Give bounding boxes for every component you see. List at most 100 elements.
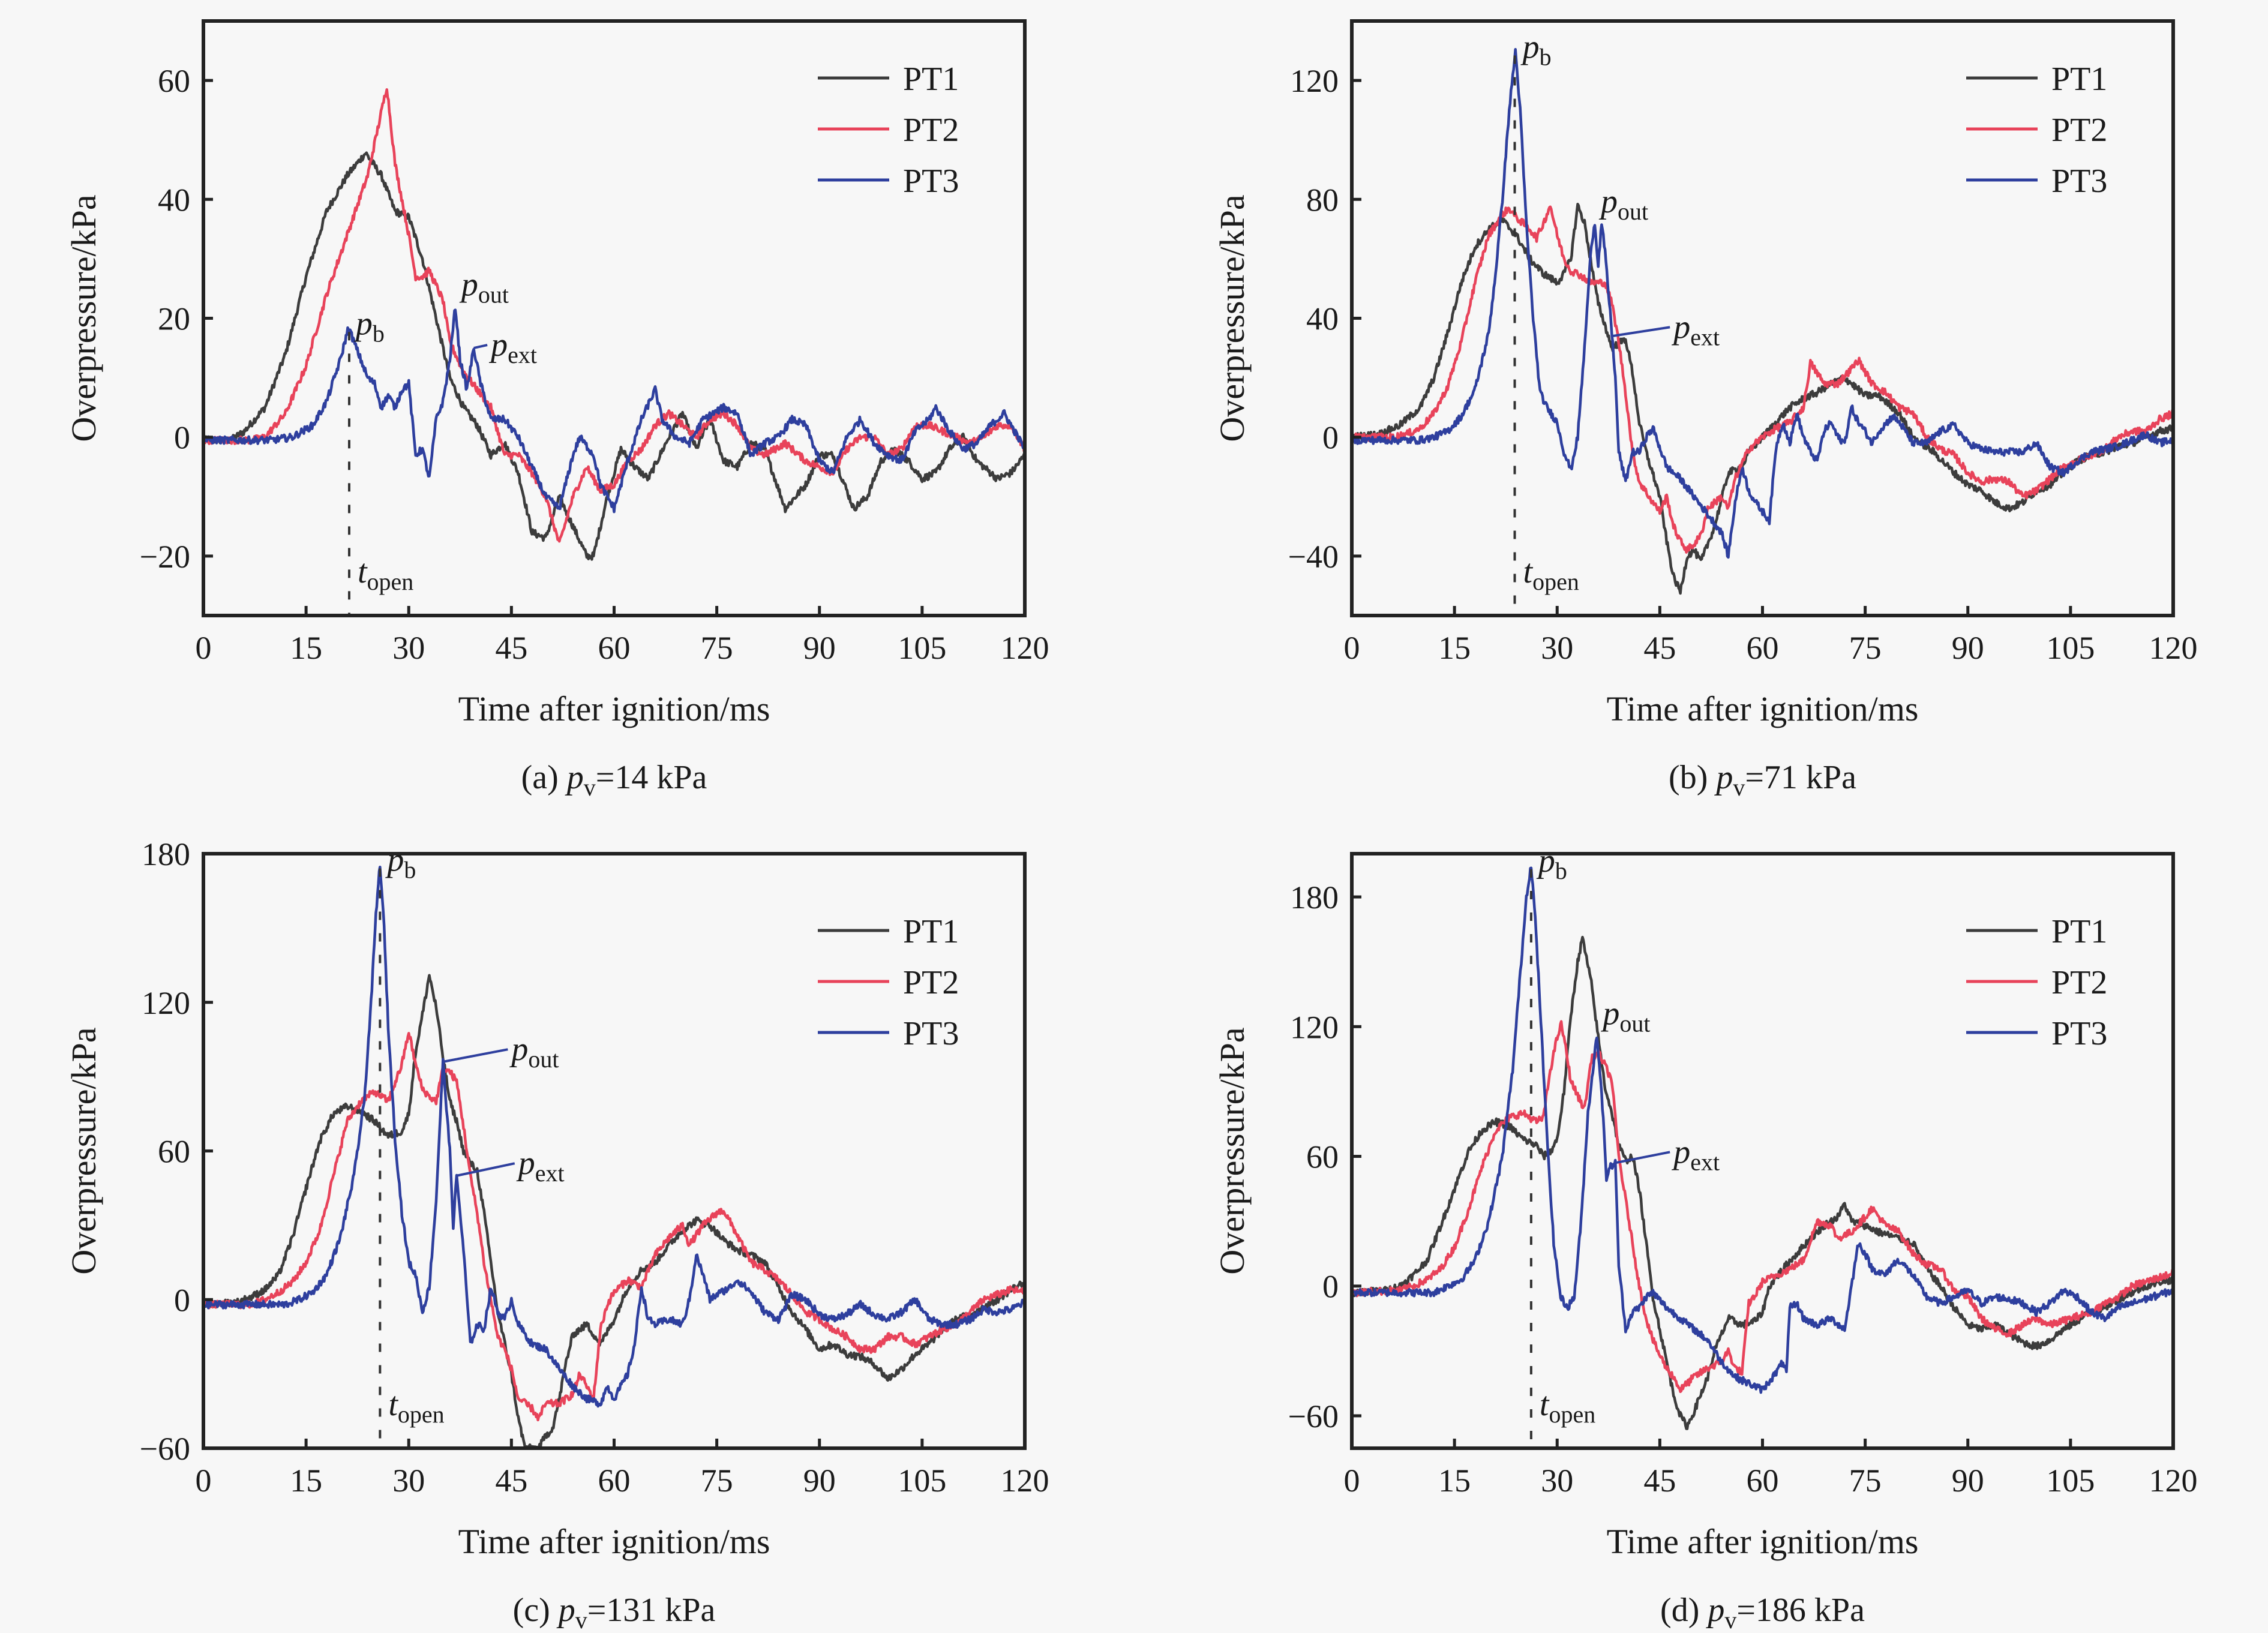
annotation-pout: pout — [509, 1031, 559, 1073]
caption-suffix: =71 kPa — [1745, 759, 1856, 796]
y-tick-label: 180 — [142, 836, 190, 872]
panel-caption: (c) pv=131 kPa — [513, 1592, 716, 1633]
legend-label: PT3 — [903, 1015, 959, 1052]
caption-sub: v — [1724, 1607, 1736, 1633]
annotation-pout-sub: out — [1619, 1010, 1650, 1037]
annotation-pout-sub: out — [478, 281, 509, 308]
x-tick-label: 0 — [1344, 630, 1360, 666]
annotation-pb: pb — [1520, 29, 1552, 71]
y-tick-label: 0 — [1322, 420, 1339, 456]
series-group — [203, 865, 1025, 1448]
y-tick-label: 0 — [1322, 1269, 1339, 1305]
pext-leader-line — [1615, 1151, 1670, 1164]
panel-caption: (b) pv=71 kPa — [1669, 759, 1856, 801]
x-tick-label: 15 — [290, 1463, 322, 1499]
annotation-pext-main: p — [1671, 1133, 1690, 1170]
y-tick-label: −60 — [140, 1431, 190, 1467]
x-tick-label: 120 — [2149, 1463, 2198, 1499]
legend-item-pt1: PT1 — [818, 61, 959, 98]
x-tick-label: 120 — [1001, 1463, 1049, 1499]
annotation-pb-main: p — [353, 305, 373, 342]
y-tick-label: 20 — [158, 301, 190, 337]
x-tick-label: 30 — [1541, 630, 1573, 666]
series-line-pt3 — [1352, 866, 2173, 1394]
legend-label: PT1 — [2051, 61, 2107, 98]
annotation-topen: topen — [1540, 1386, 1595, 1428]
series-group — [1352, 48, 2173, 595]
x-tick-label: 0 — [196, 630, 212, 666]
annotation-pb: pb — [1536, 842, 1567, 884]
annotation-pout: pout — [459, 266, 509, 308]
x-tick-label: 60 — [1747, 630, 1779, 666]
annotation-pb-sub: b — [373, 320, 385, 347]
caption-sub: v — [584, 774, 596, 801]
x-axis-label: Time after ignition/ms — [1607, 689, 1919, 728]
annotation-pout: pout — [1600, 995, 1650, 1037]
axes-frame — [1350, 19, 2175, 617]
annotation-pout: pout — [1598, 183, 1648, 225]
y-axis-label: Overpressure/kPa — [64, 1027, 103, 1274]
x-tick-label: 90 — [1952, 1463, 1984, 1499]
y-tick-label: 60 — [158, 63, 190, 99]
annotation-pext-main: p — [488, 326, 508, 364]
x-tick-label: 75 — [1849, 630, 1882, 666]
x-tick-label: 60 — [1747, 1463, 1779, 1499]
x-axis-label: Time after ignition/ms — [1607, 1522, 1919, 1561]
legend-item-pt1: PT1 — [1966, 913, 2107, 950]
annotation-topen: topen — [388, 1386, 444, 1428]
series-line-pt3 — [203, 308, 1025, 514]
x-tick-label: 30 — [392, 1463, 425, 1499]
series-line-pt3 — [203, 865, 1025, 1408]
pext-leader-line — [1612, 326, 1670, 338]
caption-var: p — [1705, 1592, 1724, 1629]
axes-frame — [202, 19, 1027, 617]
y-tick-label: −20 — [140, 539, 190, 575]
annotation-pext: pext — [1671, 308, 1720, 350]
annotation-pout-sub: out — [528, 1046, 559, 1073]
y-tick-label: 180 — [1290, 879, 1339, 915]
x-tick-label: 105 — [2046, 630, 2095, 666]
caption-suffix: =131 kPa — [587, 1592, 716, 1629]
series-group — [203, 88, 1025, 561]
caption-prefix: (c) — [513, 1592, 559, 1629]
legend-item-pt2: PT2 — [818, 964, 959, 1001]
x-tick-label: 15 — [290, 630, 322, 666]
x-tick-label: 120 — [1001, 630, 1049, 666]
legend-label: PT2 — [2051, 112, 2107, 149]
legend-label: PT3 — [2051, 1015, 2107, 1052]
annotation-topen: topen — [358, 553, 413, 595]
x-tick-label: 0 — [196, 1463, 212, 1499]
legend-item-pt1: PT1 — [818, 913, 959, 950]
annotation-pext-sub: ext — [508, 341, 537, 368]
series-line-pt1 — [203, 151, 1025, 561]
legend-label: PT2 — [903, 112, 959, 149]
caption-sub: v — [575, 1607, 587, 1633]
annotation-topen-main: t — [388, 1386, 398, 1423]
x-tick-label: 75 — [701, 1463, 733, 1499]
series-group — [1352, 866, 2173, 1430]
caption-prefix: (a) — [521, 759, 567, 796]
annotation-topen-main: t — [1540, 1386, 1550, 1423]
axes-frame — [202, 852, 1027, 1450]
caption-prefix: (d) — [1660, 1592, 1708, 1629]
caption-var: p — [556, 1592, 575, 1629]
annotation-pb-sub: b — [1555, 857, 1567, 884]
x-tick-label: 45 — [495, 630, 527, 666]
x-tick-label: 90 — [803, 1463, 836, 1499]
annotation-pext-main: p — [516, 1145, 535, 1182]
legend-label: PT1 — [903, 61, 959, 98]
caption-suffix: =14 kPa — [596, 759, 707, 796]
annotation-pext: pext — [488, 326, 537, 368]
pout-leader-line — [442, 1048, 508, 1063]
annotation-topen: topen — [1523, 553, 1579, 595]
panel-caption: (d) pv=186 kPa — [1660, 1592, 1865, 1633]
axes-frame — [1350, 852, 2175, 1450]
x-tick-label: 15 — [1438, 1463, 1471, 1499]
y-tick-label: −40 — [1288, 539, 1339, 575]
caption-var: p — [565, 759, 584, 796]
annotation-pb: pb — [385, 842, 416, 884]
annotation-pb-sub: b — [1540, 44, 1552, 71]
